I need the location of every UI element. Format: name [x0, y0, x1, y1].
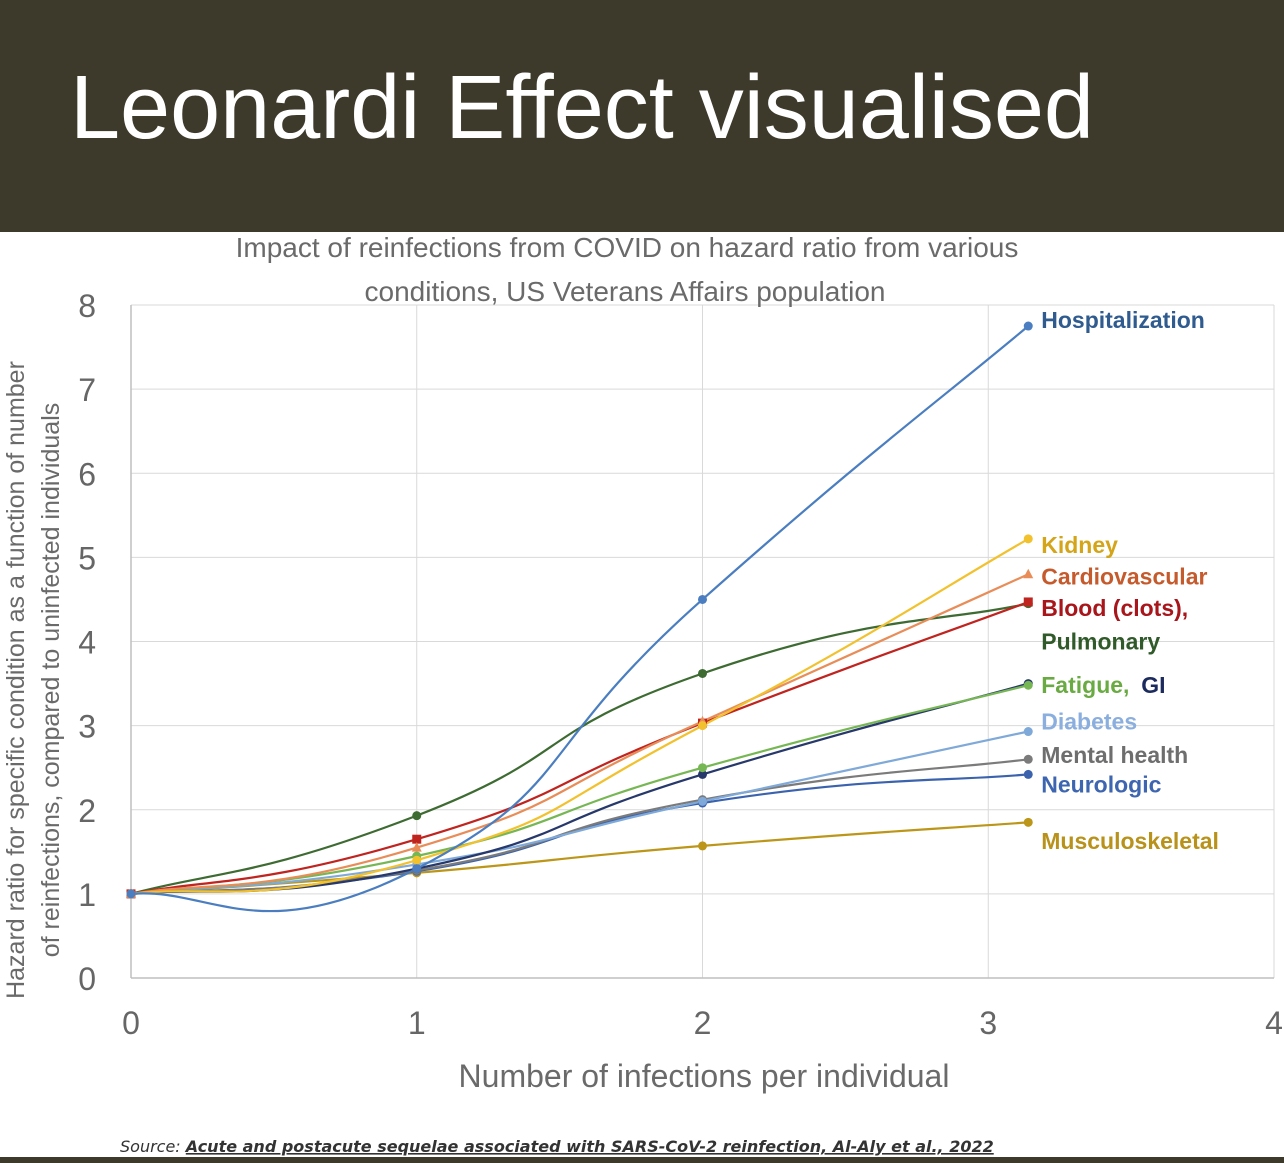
marker-mental-health: [1023, 754, 1033, 764]
label-fatigue: Fatigue,: [1041, 672, 1129, 698]
x-tick-label: 3: [979, 1005, 997, 1041]
x-tick-label: 2: [694, 1005, 712, 1041]
marker-hospitalization: [126, 889, 136, 899]
label-diabetes: Diabetes: [1041, 708, 1137, 734]
label-blood-clots: Blood (clots),: [1041, 595, 1188, 621]
marker-diabetes: [1023, 727, 1033, 737]
chart-title-line-2: conditions, US Veterans Affairs populati…: [365, 276, 886, 307]
y-tick-label: 3: [78, 709, 96, 745]
banner-title: Leonardi Effect visualised: [70, 58, 1094, 158]
marker-cardiovascular: [1023, 568, 1034, 579]
bottom-bar: [0, 1157, 1284, 1163]
line-mental-health: [130, 758, 1029, 895]
y-tick-label: 0: [78, 961, 96, 997]
marker-hospitalization: [698, 594, 707, 604]
line-gi: [130, 682, 1029, 895]
y-axis-label-line-2: of reinfections, compared to uninfected …: [37, 403, 65, 958]
gridlines: [131, 304, 1275, 978]
line-hospitalization: [130, 325, 1030, 913]
marker-musculoskeletal: [1023, 817, 1033, 827]
series-lines: [130, 325, 1030, 913]
line-blood-clots: [130, 600, 1029, 895]
label-cardiovascular: Cardiovascular: [1041, 564, 1207, 590]
chart-title-line-1: Impact of reinfections from COVID on haz…: [236, 232, 1019, 263]
source-citation: Source: Acute and postacute sequelae ass…: [120, 1137, 994, 1156]
line-diabetes: [130, 730, 1029, 895]
source-text: Acute and postacute sequelae associated …: [184, 1137, 994, 1156]
line-fatigue: [130, 684, 1029, 895]
label-hospitalization: Hospitalization: [1041, 307, 1205, 333]
y-tick-label: 8: [78, 288, 96, 324]
marker-kidney: [412, 855, 422, 865]
series-labels: Hospitalization Kidney Cardiovascular Blood…: [1041, 307, 1219, 854]
x-tick-label: 4: [1265, 1005, 1283, 1041]
marker-kidney: [1023, 534, 1033, 544]
marker-neurologic: [1023, 769, 1033, 779]
label-musculoskeletal: Musculoskeletal: [1041, 828, 1219, 854]
x-tick-label: 1: [408, 1005, 426, 1041]
x-tick-label: 0: [122, 1005, 140, 1041]
marker-cardiovascular: [411, 842, 422, 852]
axes: 0 1 2 3 4 5 6 7 8 0 1 2 3 4: [78, 288, 1283, 1041]
label-gi: GI: [1141, 672, 1165, 698]
source-prefix: Source:: [120, 1137, 181, 1156]
marker-diabetes: [698, 796, 707, 806]
marker-pulmonary: [698, 668, 707, 678]
marker-hospitalization: [412, 864, 422, 874]
line-pulmonary: [130, 602, 1029, 895]
marker-kidney: [698, 721, 707, 731]
y-tick-label: 6: [78, 456, 96, 492]
series-markers: [126, 321, 1034, 899]
label-neurologic: Neurologic: [1041, 772, 1161, 798]
marker-fatigue: [698, 763, 707, 773]
title-banner: Leonardi Effect visualised: [0, 0, 1284, 232]
y-tick-label: 5: [78, 540, 96, 576]
chart-text: Impact of reinfections from COVID on haz…: [2, 232, 1018, 1156]
marker-blood-clots: [1023, 597, 1033, 607]
marker-gi: [698, 769, 707, 779]
line-kidney: [130, 537, 1029, 895]
marker-pulmonary: [412, 811, 422, 821]
y-tick-label: 1: [78, 877, 96, 913]
y-tick-label: 7: [78, 372, 96, 408]
label-mental-health: Mental health: [1041, 742, 1188, 768]
y-axis-label-line-1: Hazard ratio for specific condition as a…: [2, 361, 30, 999]
marker-fatigue: [1023, 680, 1033, 690]
y-tick-label: 2: [78, 793, 96, 829]
y-tick-label: 4: [78, 625, 96, 661]
label-kidney: Kidney: [1041, 532, 1118, 558]
line-cardiovascular: [130, 573, 1029, 895]
label-pulmonary: Pulmonary: [1041, 629, 1160, 655]
marker-musculoskeletal: [698, 841, 707, 851]
marker-hospitalization: [1023, 321, 1033, 331]
marker-blood-clots: [412, 834, 422, 844]
x-axis-label: Number of infections per individual: [459, 1058, 950, 1094]
